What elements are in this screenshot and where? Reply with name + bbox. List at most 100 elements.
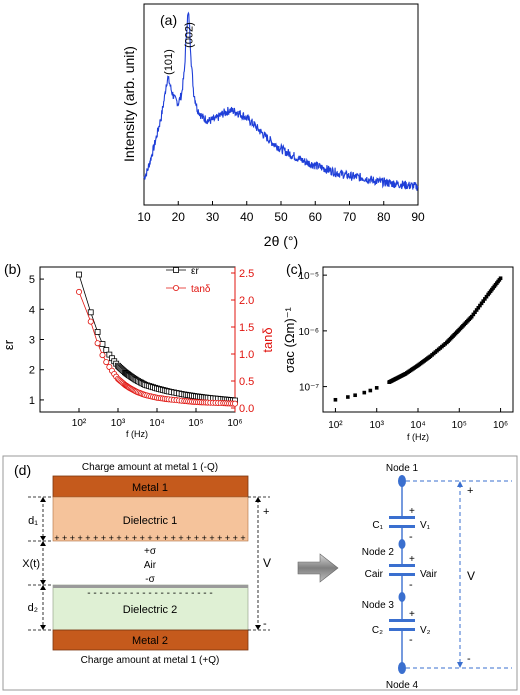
panel-a-xtick-label: 20 — [172, 210, 186, 224]
panel-a: (a) 10 20 30 40 50 60 70 80 90 2θ (°) Intensity … — [121, 3, 425, 249]
node-1-label: Node 1 — [386, 463, 419, 474]
legend-tan-marker — [172, 284, 179, 291]
panel-a-xlabel: 2θ (°) — [264, 233, 298, 249]
panel-c-point — [374, 386, 379, 390]
panel-b-ytick-left-label: 3 — [29, 335, 35, 347]
panel-c-xtick-label: 10³ — [369, 420, 384, 431]
v2-label: V₂ — [420, 625, 431, 636]
panel-b-xtick-label: 10³ — [111, 418, 126, 429]
panel-b-ytick-right-label: 0.5 — [239, 376, 254, 388]
panel-a-x-ticks: 10 20 30 40 50 60 70 80 90 — [137, 201, 425, 224]
panel-c-point — [473, 310, 477, 315]
panel-c-point — [471, 312, 476, 317]
cair-label: Cair — [365, 569, 384, 580]
panel-b-ytick-right-label: 1.5 — [239, 322, 254, 334]
dielectric-2-top-edge — [53, 585, 248, 588]
panel-a-xtick-label: 80 — [377, 210, 391, 224]
bottom-caption: Charge amount at metal 1 (+Q) — [81, 655, 220, 666]
panel-a-xtick-label: 10 — [137, 210, 151, 224]
panel-c-point — [346, 395, 350, 399]
node-2-label: Node 2 — [362, 547, 395, 558]
voltage-arrow-top — [255, 497, 261, 502]
dielectric-2-label: Dielectric 2 — [123, 604, 177, 616]
node-1-dot — [398, 475, 406, 487]
dielectric-2-layer — [52, 584, 249, 631]
panel-b-series — [76, 271, 238, 407]
panel-b-tan-point — [94, 340, 101, 347]
panel-b-er-point — [76, 271, 82, 278]
c2-plus: + — [409, 609, 415, 620]
panel-c-ytick-label: 10⁻⁷ — [299, 383, 319, 394]
panel-b-tan-point — [76, 288, 83, 295]
panel-c-ytick-label: 10⁻⁵ — [298, 271, 319, 282]
cair-plus: + — [409, 554, 415, 565]
voltage-v-label: V — [263, 556, 271, 570]
panel-b-ytick-right-label: 1.0 — [239, 349, 254, 361]
panel-c-point — [474, 308, 479, 312]
panel-c-point — [478, 303, 482, 308]
panel-b-ytick-left-label: 4 — [29, 304, 35, 316]
panel-b-er-point — [99, 341, 106, 347]
panel-c-ylabel: σac (Ωm)⁻¹ — [282, 306, 297, 372]
panel-b: (b) 10² 10³ 10⁴ 10⁵ 10⁶ 1 2 3 4 5 0.0 0.5 1.0 1.5 2.0 2… — [1, 261, 275, 439]
left-dimension-arrows — [40, 497, 46, 630]
xt-label: X(t) — [22, 558, 40, 570]
left-dimension-lines — [28, 496, 53, 631]
legend-tan-text: tanδ — [191, 284, 211, 295]
c1-label: C₁ — [372, 520, 383, 531]
panel-b-xlabel: f (Hz) — [126, 429, 148, 439]
voltage-plus: + — [263, 506, 269, 518]
legend-er-marker — [173, 267, 179, 273]
c2-minus: - — [409, 634, 413, 646]
air-label: Air — [144, 560, 157, 571]
transform-arrow-icon — [297, 553, 339, 583]
metal-2-label: Metal 2 — [132, 635, 168, 647]
panel-d-label: (d) — [14, 462, 31, 478]
panel-b-ticks: 10² 10³ 10⁴ 10⁵ 10⁶ 1 2 3 4 5 0.0 0.5 1.0 1.5 2.0 2.5 — [29, 267, 254, 429]
panel-c-point — [333, 397, 338, 402]
panel-b-tan-point — [231, 400, 238, 407]
panel-b-ytick-left-label: 2 — [29, 365, 35, 377]
panel-a-xtick-label: 40 — [240, 210, 254, 224]
panel-c-point — [476, 305, 481, 310]
top-caption: Charge amount at metal 1 (-Q) — [82, 462, 218, 473]
panel-a-peak-labels: (101) (002) — [163, 22, 196, 75]
panel-c: (c) 10² 10³ 10⁴ 10⁵ 10⁶ 10⁻⁷ 10⁻⁶ 10⁻⁵ f (Hz) σ… — [282, 261, 514, 442]
panel-b-xtick-label: 10⁶ — [227, 418, 242, 429]
panel-c-label: (c) — [286, 261, 302, 277]
panel-b-ytick-right-label: 2.5 — [239, 268, 254, 280]
panel-c-point — [353, 393, 357, 398]
panel-c-frame — [322, 266, 514, 413]
c1-plus: + — [409, 506, 415, 517]
voltage-minus: - — [263, 618, 267, 630]
circuit-arrow-bottom — [457, 662, 463, 668]
positive-charge-row: + + + + + + + + + + + + + + + + + + + + … — [54, 533, 245, 543]
c2-label: C₂ — [372, 625, 383, 636]
legend-er-text: εr — [191, 266, 199, 277]
panel-b-tan-point — [99, 352, 106, 359]
panel-c-xtick-label: 10⁶ — [493, 420, 508, 431]
c1-minus: - — [409, 531, 413, 543]
circuit-plus: + — [467, 485, 473, 497]
node-3-label: Node 3 — [362, 600, 395, 611]
panel-c-point — [484, 294, 489, 299]
panel-c-ytick-label: 10⁻⁶ — [298, 327, 319, 338]
panel-b-xtick-label: 10⁵ — [188, 418, 203, 429]
panel-c-xtick-label: 10⁵ — [452, 420, 467, 431]
panel-c-xtick-label: 10⁴ — [410, 420, 425, 431]
metal-2-plate — [52, 629, 249, 651]
panel-b-ytick-right-label: 2.0 — [239, 295, 254, 307]
panel-a-peak-label: (002) — [184, 22, 196, 48]
cair-minus: - — [409, 579, 413, 591]
air-plus-sigma: +σ — [144, 546, 157, 557]
panel-b-tan-point — [103, 359, 110, 366]
dielectric-1-layer — [52, 496, 249, 542]
capacitor-plates — [389, 516, 415, 631]
vair-label: Vair — [420, 569, 438, 580]
circuit-minus: - — [467, 653, 471, 665]
panel-b-label: (b) — [4, 261, 21, 277]
circuit-nodes — [398, 475, 406, 674]
panel-b-ytick-left-label: 1 — [29, 395, 35, 407]
panel-a-peak-label: (101) — [163, 49, 175, 75]
panel-c-point — [481, 299, 486, 303]
